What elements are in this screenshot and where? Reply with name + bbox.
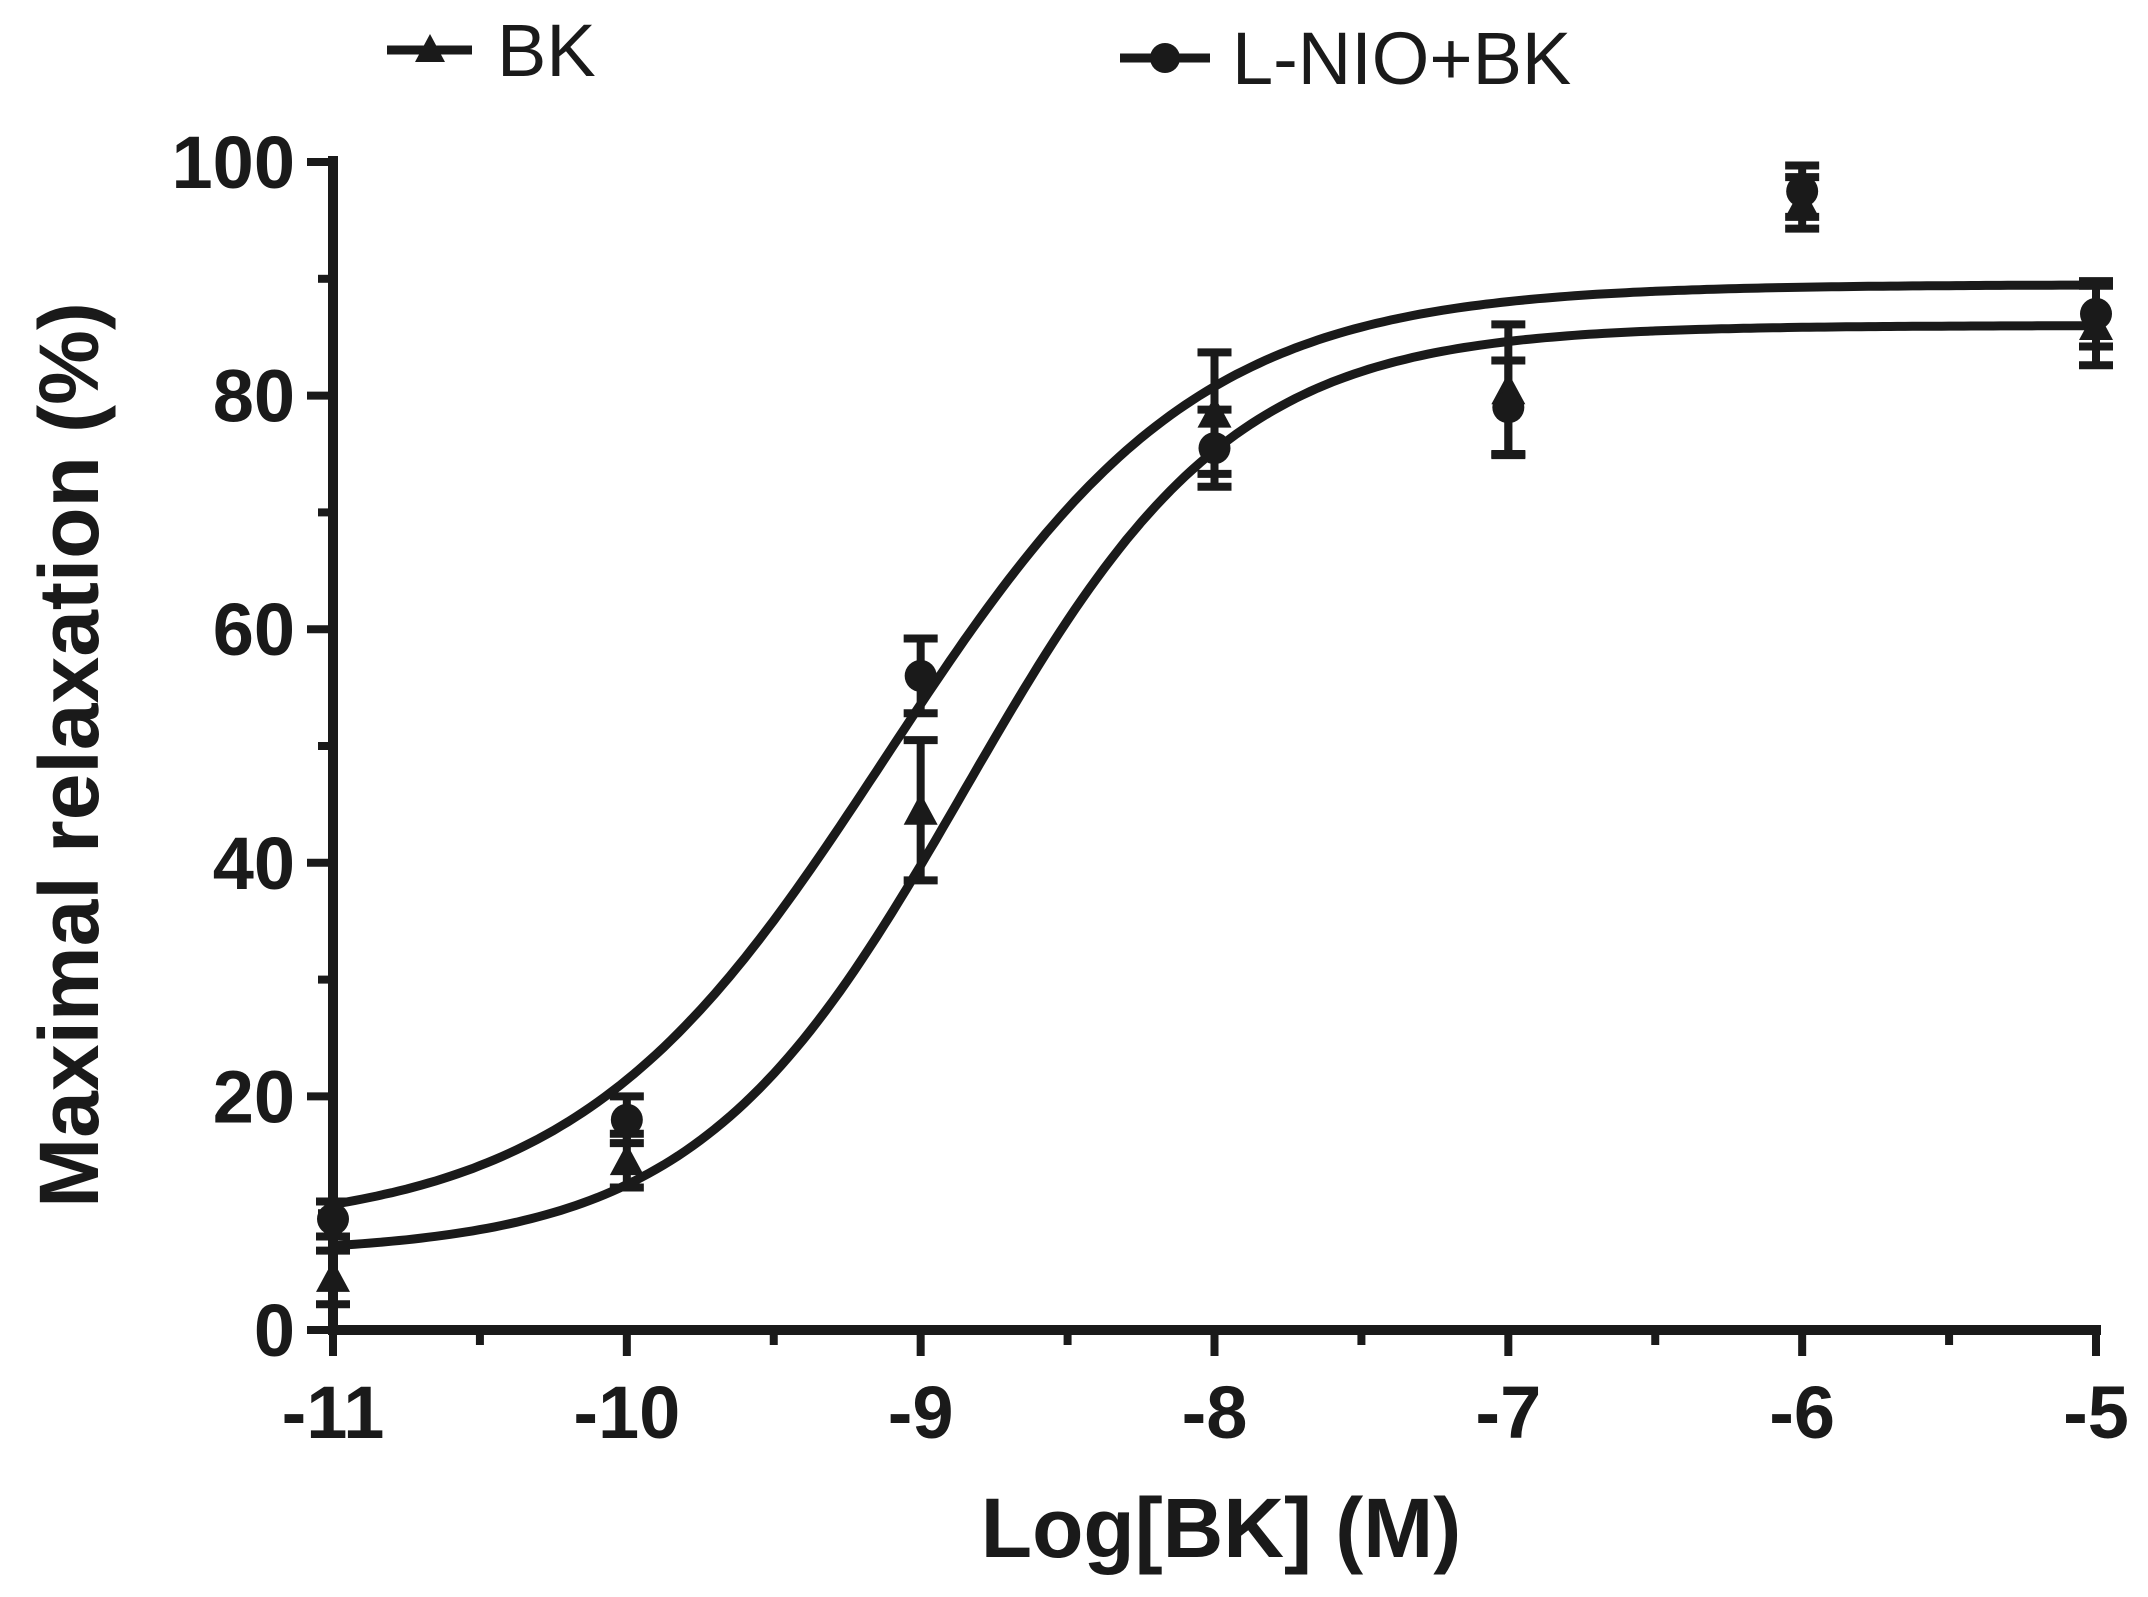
data-point-bk [1197, 396, 1232, 428]
legend-label-bk: BK [497, 9, 596, 92]
legend-marker-triangle [415, 34, 445, 62]
y-tick-label: 20 [213, 1055, 295, 1138]
data-point-l-nio-bk [610, 1103, 643, 1136]
tick-labels: 0 20 40 60 80 100 -11 -10 -9 -8 -7 -6 -5 [172, 121, 2129, 1454]
data-points [316, 175, 2113, 1292]
y-tick-label: 0 [254, 1289, 295, 1372]
y-tick-label: 80 [213, 355, 295, 438]
data-point-l-nio-bk [2080, 297, 2112, 330]
legend-label-l-nio-bk: L-NIO+BK [1232, 17, 1571, 100]
data-point-l-nio-bk [1198, 432, 1231, 465]
data-point-l-nio-bk [1492, 391, 1525, 424]
x-axis-title: Log[BK] (M) [981, 1481, 1461, 1575]
x-tick-label: -9 [888, 1371, 954, 1454]
data-point-l-nio-bk [1786, 175, 1819, 208]
legend-item-bk: BK [387, 9, 596, 92]
y-axis-title: Maximal relaxation (%) [22, 302, 116, 1208]
error-bars [316, 161, 2113, 1309]
axes [307, 156, 2101, 1356]
legend: BK L-NIO+BK [387, 9, 1571, 100]
y-tick-label: 100 [172, 121, 295, 204]
x-tick-label: -7 [1475, 1371, 1541, 1454]
legend-marker-circle [1150, 43, 1180, 73]
x-tick-label: -8 [1182, 1371, 1248, 1454]
x-tick-label: -6 [1769, 1371, 1835, 1454]
legend-item-l-nio-bk: L-NIO+BK [1120, 17, 1571, 100]
data-point-bk [903, 793, 938, 825]
y-tick-label: 40 [213, 822, 295, 905]
x-tick-label: -5 [2063, 1371, 2129, 1454]
x-tick-label: -11 [282, 1371, 385, 1454]
data-point-bk [609, 1143, 644, 1176]
x-tick-label: -10 [573, 1371, 680, 1454]
data-point-l-nio-bk [904, 659, 937, 692]
y-tick-label: 60 [213, 588, 295, 671]
